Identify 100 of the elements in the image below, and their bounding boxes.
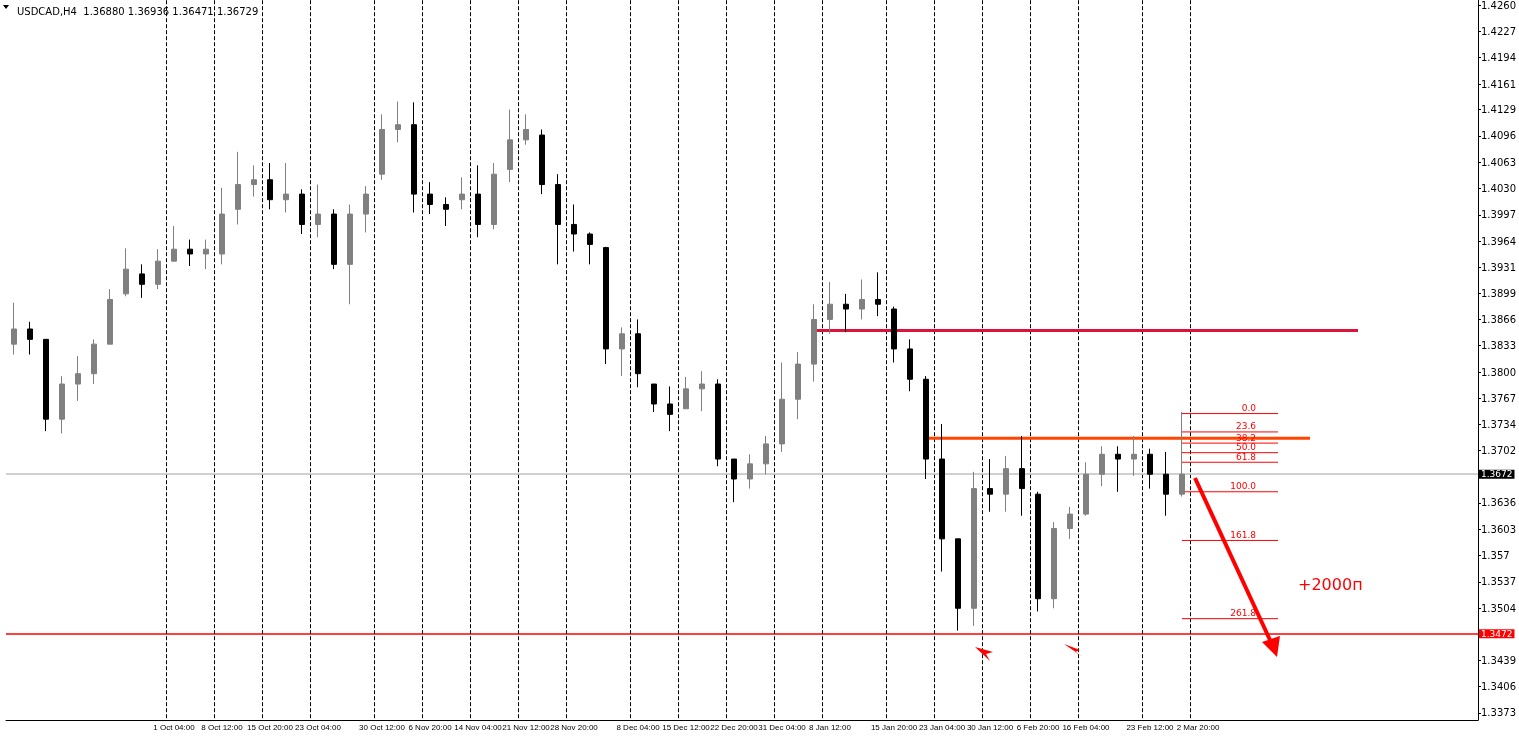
candlestick — [107, 288, 113, 345]
x-tick-label: 23 Jan 04:00 — [918, 722, 966, 732]
y-tick-label: 1.4096 — [1481, 130, 1516, 142]
candlestick — [347, 204, 353, 305]
candlestick — [1035, 491, 1041, 612]
x-tick-label: 15 Oct 20:00 — [247, 722, 294, 732]
y-tick-label: 1.4194 — [1481, 52, 1516, 64]
y-tick-label: 1.3997 — [1481, 209, 1516, 221]
y-tick-label: 1.3833 — [1481, 340, 1516, 352]
candlestick — [827, 281, 833, 335]
candlestick — [267, 162, 273, 210]
x-tick-label: 16 Feb 04:00 — [1062, 722, 1111, 732]
x-tick-label: 8 Jan 12:00 — [809, 722, 852, 732]
y-tick-label: 1.3636 — [1481, 497, 1516, 509]
y-tick-label: 1.357 — [1481, 550, 1510, 562]
y-tick-label: 1.3439 — [1481, 654, 1516, 666]
candlestick — [1147, 448, 1153, 490]
candlestick — [747, 453, 753, 490]
candlestick — [171, 225, 177, 262]
series-label: 100.0 — [1230, 481, 1257, 492]
y-tick-label: 1.3931 — [1481, 262, 1516, 274]
candlestick — [923, 375, 929, 480]
y-tick-label: 1.3767 — [1481, 392, 1516, 404]
candlestick — [459, 176, 465, 210]
ref-line-label: 1.3472 — [1481, 628, 1513, 639]
y-tick-label: 1.3702 — [1481, 444, 1516, 456]
text: USDCAD,H4 1.36880 1.36936 1.36471 1.36729 — [17, 5, 259, 17]
series-label: 38.2 — [1235, 432, 1256, 443]
x-tick-label: 14 Nov 04:00 — [454, 722, 503, 732]
candlestick — [907, 338, 913, 392]
y-tick-label: 1.4260 — [1481, 0, 1516, 11]
candlestick — [283, 162, 289, 213]
y-tick-label: 1.3899 — [1481, 287, 1516, 299]
candlestick — [411, 101, 417, 213]
candlestick — [187, 239, 193, 267]
candlestick — [1163, 451, 1169, 517]
candlestick — [1115, 445, 1121, 493]
x-tick-label: 6 Feb 20:00 — [1016, 722, 1060, 732]
y-tick-label: 1.4129 — [1481, 104, 1516, 116]
candlestick — [43, 338, 49, 432]
candlestick — [635, 318, 641, 388]
x-tick-label: 15 Jan 20:00 — [870, 722, 918, 732]
candlestick — [795, 351, 801, 420]
candlestick — [1067, 506, 1073, 540]
candlestick — [379, 113, 385, 181]
candlestick — [619, 326, 625, 377]
x-tick-label: 23 Feb 12:00 — [1126, 722, 1175, 732]
candlestick — [987, 458, 993, 513]
candlestick — [1003, 455, 1009, 513]
x-tick-label: 8 Oct 12:00 — [201, 722, 244, 732]
candlestick — [59, 375, 65, 435]
candlestick — [891, 306, 897, 363]
candlestick — [715, 378, 721, 467]
candlestick — [699, 370, 705, 412]
y-tick-label: 1.3537 — [1481, 576, 1516, 588]
y-tick-label: 1.3406 — [1481, 680, 1516, 692]
candlestick — [779, 362, 785, 453]
y-tick-label: 1.4063 — [1481, 156, 1516, 168]
candlestick — [731, 458, 737, 503]
ref-line-label: 1.3672 — [1481, 469, 1513, 480]
x-tick-label: 22 Dec 20:00 — [710, 722, 759, 732]
y-tick-label: 1.3800 — [1481, 366, 1516, 378]
x-tick-label: 2 Mar 20:00 — [1176, 722, 1220, 732]
x-tick-label: 23 Oct 04:00 — [295, 722, 342, 732]
candlestick — [971, 471, 977, 627]
candlestick — [219, 187, 225, 265]
candlestick — [91, 338, 97, 385]
candlestick — [315, 184, 321, 238]
y-tick-label: 1.4030 — [1481, 183, 1516, 195]
candlestick — [427, 181, 433, 215]
x-tick-label: 31 Dec 04:00 — [758, 722, 807, 732]
candlestick — [955, 538, 961, 632]
y-tick-label: 1.3734 — [1481, 419, 1516, 431]
candlestick — [235, 151, 241, 225]
candlestick — [587, 231, 593, 265]
y-tick-label: 1.3603 — [1481, 523, 1516, 535]
series-label: 50.0 — [1235, 442, 1257, 453]
candlestick — [811, 303, 817, 383]
candlestick — [443, 196, 449, 227]
candlestick — [1019, 435, 1025, 517]
candlestick — [939, 423, 945, 573]
candlestick — [395, 101, 401, 143]
candlestick — [555, 173, 561, 265]
candlestick — [875, 271, 881, 317]
candlestick — [859, 279, 865, 320]
y-tick-label: 1.3373 — [1481, 707, 1516, 719]
candlestick — [155, 248, 161, 290]
candlestick — [571, 204, 577, 253]
candlestick — [1083, 461, 1089, 517]
candlestick — [299, 188, 305, 235]
candlestick — [331, 208, 337, 270]
candlestick — [203, 239, 209, 270]
x-tick-label: 21 Nov 12:00 — [502, 722, 551, 732]
y-tick-label: 1.3964 — [1481, 235, 1516, 247]
series-label: 61.8 — [1235, 451, 1257, 462]
candlestick — [763, 435, 769, 475]
candlestick — [475, 164, 481, 238]
candlestick — [491, 162, 497, 230]
candlestick — [667, 385, 673, 432]
x-tick-label: 8 Dec 04:00 — [616, 722, 661, 732]
